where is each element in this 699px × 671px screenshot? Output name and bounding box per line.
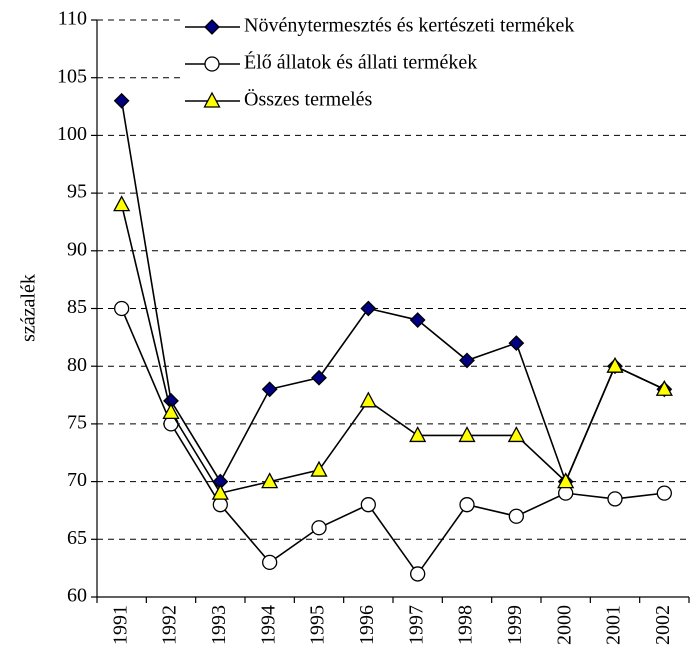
- legend-marker: [204, 19, 220, 35]
- data-point: [508, 508, 524, 524]
- x-tick-label: 1994: [257, 605, 279, 645]
- data-point: [508, 335, 525, 352]
- data-point: [409, 426, 427, 443]
- data-point: [557, 472, 575, 489]
- data-point: [262, 554, 278, 571]
- data-point: [360, 300, 377, 317]
- legend-label: Élő állatok és állati termékek: [244, 51, 477, 74]
- legend-background: [180, 12, 689, 118]
- x-tick-label: 1999: [504, 605, 526, 645]
- y-tick-label: 75: [67, 411, 87, 433]
- data-point: [507, 426, 525, 443]
- x-tick-label: 2000: [553, 605, 575, 645]
- data-point: [606, 356, 624, 373]
- data-point: [113, 195, 131, 212]
- x-tick-label: 1998: [455, 605, 477, 645]
- data-point: [114, 300, 130, 317]
- series-line: [120, 308, 665, 576]
- data-point: [360, 497, 376, 513]
- series-line: [120, 204, 665, 495]
- data-point: [311, 369, 327, 386]
- y-tick-label: 100: [57, 123, 87, 145]
- y-tick-label: 60: [67, 585, 87, 607]
- legend-marker: [203, 91, 221, 108]
- x-tick-label: 1992: [159, 605, 181, 645]
- data-point: [458, 426, 476, 443]
- data-point: [162, 402, 180, 420]
- y-tick-label: 110: [58, 8, 87, 30]
- data-point: [261, 381, 278, 398]
- legend-marker: [204, 56, 220, 72]
- data-point: [261, 472, 279, 489]
- x-tick-label: 2002: [652, 605, 674, 645]
- x-tick-label: 1991: [109, 605, 131, 645]
- data-point: [310, 460, 328, 477]
- y-tick-label: 95: [67, 181, 87, 203]
- y-tick-label: 65: [67, 527, 87, 549]
- data-point: [359, 391, 377, 408]
- x-tick-label: 2001: [603, 605, 625, 645]
- data-point: [409, 312, 426, 328]
- y-tick-label: 85: [67, 296, 87, 318]
- x-tick-label: 1996: [356, 605, 378, 645]
- data-point: [607, 491, 623, 507]
- y-axis-label: százalék: [18, 274, 40, 342]
- x-tick-label: 1997: [405, 605, 427, 645]
- legend-label: Összes termelés: [244, 88, 373, 111]
- data-point: [311, 520, 327, 536]
- y-tick-label: 80: [67, 354, 87, 376]
- data-point: [655, 379, 673, 396]
- y-tick-label: 70: [67, 469, 87, 491]
- series-line: [120, 100, 665, 484]
- data-point: [211, 483, 229, 500]
- data-point: [410, 566, 426, 582]
- data-point: [113, 92, 130, 109]
- y-tick-label: 105: [57, 65, 87, 87]
- data-point: [459, 497, 475, 513]
- x-tick-label: 1995: [307, 605, 329, 645]
- data-point: [459, 352, 475, 369]
- x-tick-label: 1993: [208, 605, 230, 645]
- y-tick-label: 90: [67, 238, 87, 260]
- data-point: [656, 485, 672, 501]
- legend-label: Növénytermesztés és kertészeti termékek: [244, 15, 574, 37]
